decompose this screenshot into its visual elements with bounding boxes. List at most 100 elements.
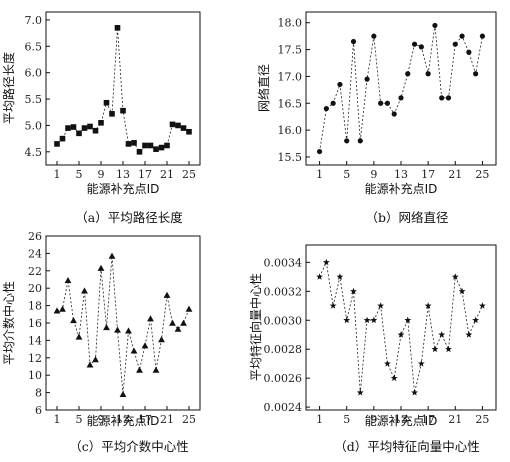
- data-point: [76, 130, 82, 137]
- data-point: [378, 100, 384, 106]
- x-tick-label: 9: [98, 168, 105, 181]
- x-tick-label: 21: [448, 168, 462, 181]
- data-point: [371, 33, 377, 39]
- x-tick-label: 5: [343, 168, 350, 181]
- data-point: [114, 25, 121, 31]
- y-tick-label: 8: [35, 387, 42, 400]
- y-tick-label: 14: [28, 334, 42, 347]
- data-point: [438, 331, 446, 338]
- data-point: [316, 148, 323, 155]
- data-point: [163, 291, 171, 298]
- x-tick-label: 9: [370, 168, 377, 181]
- x-axis-label: 能源补充点ID: [87, 413, 160, 428]
- x-tick-label: 17: [138, 413, 152, 426]
- x-tick-label: 21: [160, 168, 174, 181]
- y-tick-label: 24: [28, 247, 42, 260]
- data-point: [97, 264, 105, 271]
- y-tick-label: 0.0034: [264, 256, 303, 269]
- data-point: [431, 345, 439, 353]
- y-tick-label: 18.0: [278, 17, 303, 30]
- plot-frame: [45, 11, 201, 166]
- y-tick-label: 6: [35, 404, 42, 417]
- chart-panel-d: 1 5 9 13 17 21 25 0.0024 0.0026 0.0028 0.0030 0.003…: [248, 244, 497, 454]
- data-point: [384, 100, 391, 106]
- data-point: [109, 111, 115, 117]
- x-tick-label: 17: [138, 168, 152, 181]
- data-point: [59, 135, 66, 142]
- x-axis-label: 能源补充点ID: [365, 413, 438, 428]
- data-point: [479, 302, 486, 309]
- data-point: [186, 128, 192, 135]
- y-tick-label: 0.0032: [264, 285, 303, 298]
- data-point: [364, 76, 370, 82]
- series-line: [56, 255, 190, 395]
- x-tick-label: 5: [76, 413, 83, 426]
- data-point: [87, 123, 93, 130]
- data-point: [158, 336, 165, 343]
- plot-frame: [305, 11, 497, 166]
- data-point: [356, 389, 364, 396]
- data-point: [53, 307, 61, 314]
- x-tick-label: 9: [370, 413, 377, 426]
- data-point: [70, 316, 77, 324]
- data-point: [384, 360, 391, 367]
- data-point: [152, 366, 160, 373]
- data-point: [323, 106, 329, 112]
- data-point: [185, 305, 193, 312]
- x-tick-label: 17: [421, 168, 435, 181]
- data-point: [439, 95, 445, 101]
- data-point: [65, 125, 71, 131]
- x-tick-label: 25: [475, 168, 489, 181]
- x-tick-label: 25: [182, 168, 196, 181]
- data-point: [131, 140, 137, 146]
- data-point: [125, 141, 132, 147]
- data-point: [411, 41, 418, 47]
- data-point: [432, 22, 438, 29]
- data-point: [130, 347, 138, 354]
- data-point: [70, 124, 77, 130]
- data-point: [103, 99, 110, 106]
- chart-caption: （b）网络直径: [365, 210, 448, 225]
- data-point: [343, 316, 351, 324]
- data-point: [92, 356, 99, 363]
- data-point: [59, 305, 66, 312]
- y-tick-label: 7.0: [25, 14, 43, 27]
- x-tick-label: 13: [116, 168, 130, 181]
- data-point: [169, 121, 176, 128]
- y-tick-label: 15.5: [278, 151, 303, 164]
- chart-panel-b: 1 5 9 13 17 21 25 15.5 16.0 16.5 17.0 17.5 18.0 能源补充点…: [256, 11, 497, 225]
- data-point: [329, 302, 337, 309]
- data-point: [397, 331, 405, 338]
- data-point: [175, 122, 181, 129]
- data-point: [472, 316, 480, 324]
- x-tick-label: 1: [54, 413, 61, 426]
- data-point: [452, 41, 458, 47]
- y-axis-label: 平均特征向量中心性: [248, 273, 263, 381]
- plot-frame: [45, 235, 201, 411]
- y-axis-label: 平均路径长度: [1, 52, 16, 124]
- data-point: [92, 127, 99, 134]
- data-point: [136, 366, 143, 373]
- x-tick-label: 25: [182, 413, 196, 426]
- data-point: [350, 38, 357, 45]
- data-point: [147, 142, 154, 149]
- chart-panel-a: 1 5 9 13 17 21 25 4.5 5.0 5.5 6.0 6.5 7.0 能源补充点ID 平均路径…: [1, 11, 201, 225]
- data-point: [418, 44, 424, 50]
- data-point: [424, 302, 432, 309]
- y-tick-label: 16.0: [278, 124, 303, 137]
- data-point: [164, 142, 170, 149]
- x-tick-label: 5: [343, 413, 350, 426]
- x-tick-label: 17: [421, 413, 435, 426]
- data-point: [479, 33, 486, 39]
- data-point: [445, 345, 452, 353]
- data-point: [108, 252, 116, 259]
- y-tick-label: 6.5: [25, 40, 43, 53]
- data-point: [169, 319, 176, 326]
- y-tick-label: 4.5: [25, 146, 43, 159]
- chart-caption: （a）平均路径长度: [75, 210, 183, 225]
- y-tick-label: 20: [28, 282, 42, 295]
- x-tick-label: 9: [98, 413, 105, 426]
- data-point: [337, 81, 343, 88]
- data-point: [417, 360, 425, 367]
